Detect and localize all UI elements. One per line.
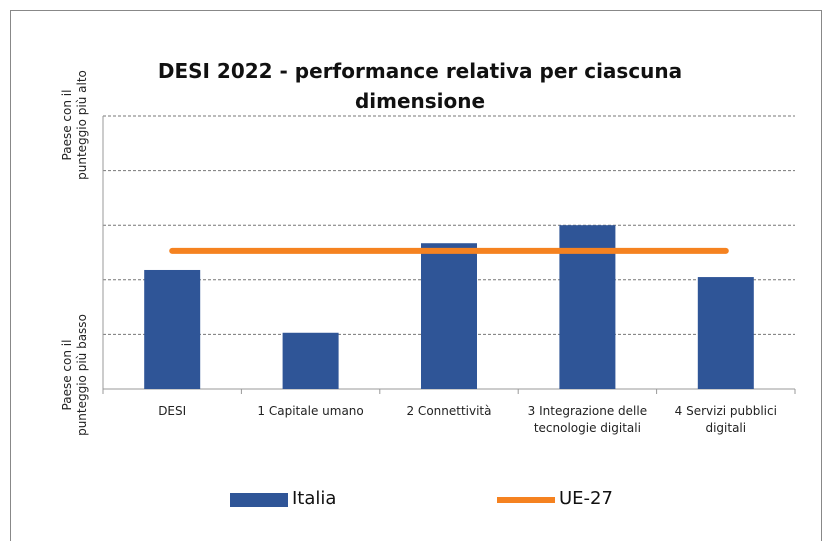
bar xyxy=(697,277,754,389)
chart-border xyxy=(10,10,822,541)
x-tick-label: 1 Capitale umano xyxy=(257,404,364,418)
legend-swatch xyxy=(230,493,288,507)
x-tick-label: 3 Integrazione delle tecnologie digitali xyxy=(527,404,648,435)
chart-title: DESI 2022 - performance relativa per cia… xyxy=(157,59,683,113)
bar xyxy=(144,269,201,389)
bar xyxy=(421,243,477,389)
x-tick-label: 4 Servizi pubblici digitali xyxy=(674,404,777,435)
bar xyxy=(282,332,339,389)
x-tick-label: DESI xyxy=(158,404,187,418)
legend-label: UE-27 xyxy=(559,488,613,509)
y-label-bottom: Paese con il punteggio più basso xyxy=(60,314,89,436)
x-tick-label: 2 Connettività xyxy=(406,404,492,418)
y-label-top: Paese con il punteggio più alto xyxy=(60,70,89,180)
legend-label: Italia xyxy=(292,488,337,509)
